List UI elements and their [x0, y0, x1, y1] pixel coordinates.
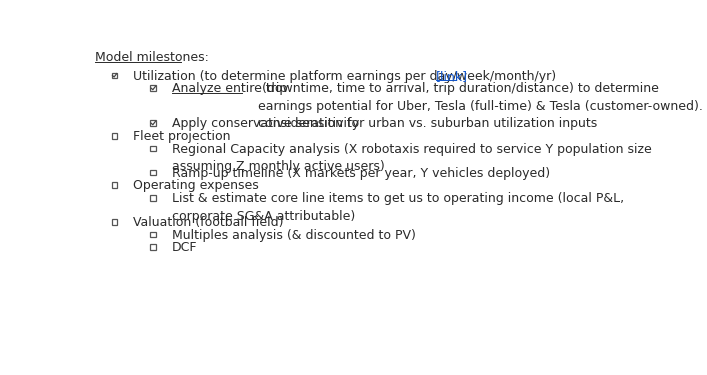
Text: Regional Capacity analysis (X robotaxis required to service Y population size
as: Regional Capacity analysis (X robotaxis … [172, 143, 652, 173]
Bar [112, 182, 117, 188]
Bar [151, 244, 156, 250]
Bar [151, 231, 156, 237]
Text: Analyze entire trip: Analyze entire trip [172, 82, 287, 95]
Text: Multiples analysis (& discounted to PV): Multiples analysis (& discounted to PV) [172, 229, 416, 242]
Bar [112, 72, 117, 78]
Bar [151, 146, 156, 152]
Bar [151, 85, 156, 91]
Bar [112, 219, 117, 225]
Bar [112, 133, 117, 139]
Text: DCF: DCF [172, 242, 197, 254]
Text: Fleet projection: Fleet projection [134, 130, 230, 143]
Text: Utilization (to determine platform earnings per day/week/month/yr): Utilization (to determine platform earni… [134, 70, 561, 82]
Bar [151, 170, 156, 176]
Text: [link]: [link] [436, 70, 467, 82]
Bar [151, 195, 156, 201]
Text: Ramp-up timeline (X markets per year, Y vehicles deployed): Ramp-up timeline (X markets per year, Y … [172, 166, 550, 180]
Text: Model milestones:: Model milestones: [95, 51, 209, 64]
Text: Operating expenses: Operating expenses [134, 179, 259, 192]
Text: List & estimate core line items to get us to operating income (local P&L,
corpor: List & estimate core line items to get u… [172, 192, 624, 223]
Text: Valuation (football field): Valuation (football field) [134, 216, 284, 229]
Bar [151, 120, 156, 126]
Text: Apply conservative sensitivity: Apply conservative sensitivity [172, 117, 359, 130]
Text: (downtime, time to arrival, trip duration/distance) to determine
earnings potent: (downtime, time to arrival, trip duratio… [258, 82, 707, 130]
